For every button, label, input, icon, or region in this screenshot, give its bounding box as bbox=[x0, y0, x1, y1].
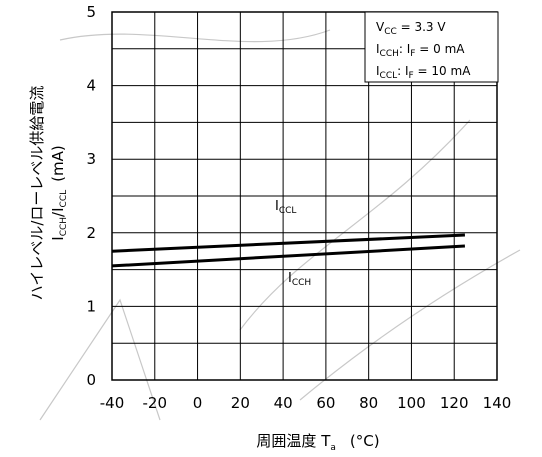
y-axis-label-japanese: ハイレベル/ローレベル供給電流 bbox=[28, 86, 46, 301]
y-axis-label-symbols: ICCH/ICCL(mA) bbox=[49, 145, 69, 240]
conditions-box: VCC = 3.3 V ICCH: IF = 0 mA ICCL: IF = 1… bbox=[364, 11, 499, 83]
series-lines bbox=[111, 233, 466, 268]
x-tick-label: -20 bbox=[143, 394, 168, 412]
y-tick-label: 5 bbox=[86, 3, 96, 21]
x-tick-label: -40 bbox=[100, 394, 125, 412]
x-tick-label: 140 bbox=[483, 394, 512, 412]
condition-icch: ICCH: IF = 0 mA bbox=[376, 42, 465, 59]
x-tick-label: 0 bbox=[193, 394, 203, 412]
y-tick-label: 0 bbox=[86, 371, 96, 389]
plot-frame bbox=[111, 11, 498, 381]
y-tick-labels: 0 1 2 3 4 5 bbox=[86, 3, 96, 389]
condition-iccl: ICCL: IF = 10 mA bbox=[376, 64, 471, 81]
series-line-iccl bbox=[111, 233, 465, 253]
x-axis-label: 周囲温度 Ta (°C) bbox=[256, 432, 379, 453]
series-label-icch: ICCH bbox=[288, 271, 311, 288]
x-tick-label: 100 bbox=[397, 394, 426, 412]
y-tick-label: 3 bbox=[86, 150, 96, 168]
x-tick-label: 60 bbox=[316, 394, 335, 412]
y-tick-label: 2 bbox=[86, 224, 96, 242]
series-label-iccl: ICCL bbox=[275, 199, 296, 216]
x-tick-label: 20 bbox=[231, 394, 250, 412]
condition-vcc: VCC = 3.3 V bbox=[376, 20, 446, 37]
x-tick-labels: -40 -20 0 20 40 60 80 100 120 140 bbox=[100, 394, 512, 412]
grid bbox=[111, 11, 498, 381]
series-line-icch bbox=[111, 244, 466, 268]
x-tick-label: 80 bbox=[359, 394, 378, 412]
watermark bbox=[39, 29, 521, 421]
x-tick-label: 120 bbox=[440, 394, 469, 412]
y-tick-label: 4 bbox=[86, 77, 96, 95]
y-tick-label: 1 bbox=[86, 297, 96, 315]
x-tick-label: 40 bbox=[274, 394, 293, 412]
